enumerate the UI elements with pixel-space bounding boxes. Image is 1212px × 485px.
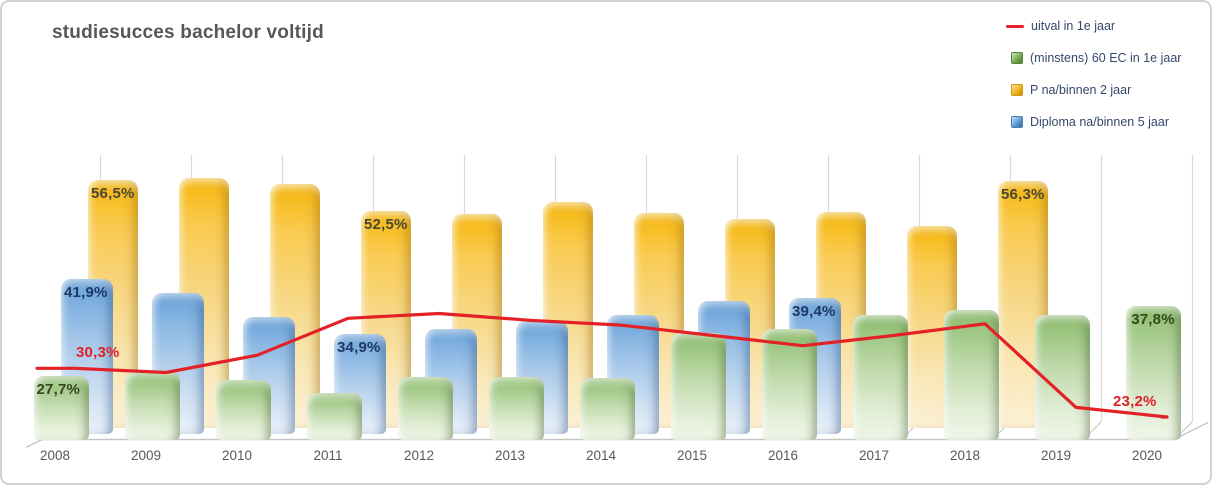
legend-label-60ec: (minstens) 60 EC in 1e jaar	[1030, 51, 1182, 65]
year-label-2018: 2018	[949, 448, 981, 463]
year-label-2020: 2020	[1131, 448, 1163, 463]
yellow-square-icon	[1011, 84, 1023, 96]
year-label-2009: 2009	[130, 448, 162, 463]
data-label-p2-2008: 56,5%	[91, 184, 135, 202]
chart-title: studiesucces bachelor voltijd	[52, 22, 324, 43]
year-label-2014: 2014	[585, 448, 617, 463]
data-label-dip5-2011: 34,9%	[337, 338, 381, 356]
legend-item-dip5: Diploma na/binnen 5 jaar	[1006, 106, 1181, 138]
year-label-2012: 2012	[403, 448, 435, 463]
legend-label-uitval: uitval in 1e jaar	[1031, 19, 1116, 33]
bar-ec60-2011	[306, 392, 362, 440]
bar-ec60-2015	[670, 333, 726, 440]
year-label-2016: 2016	[767, 448, 799, 463]
year-label-2010: 2010	[221, 448, 253, 463]
year-label-2011: 2011	[313, 448, 343, 463]
legend-label-dip5: Diploma na/binnen 5 jaar	[1030, 115, 1169, 129]
bar-ec60-2008	[33, 375, 89, 440]
bar-ec60-2016	[761, 328, 817, 440]
legend-item-p2: P na/binnen 2 jaar	[1006, 74, 1181, 106]
green-square-icon	[1011, 52, 1023, 64]
bar-ec60-2014	[579, 378, 635, 440]
bar-ec60-2020	[1125, 306, 1181, 440]
legend: uitval in 1e jaar (minstens) 60 EC in 1e…	[1006, 10, 1181, 138]
data-label-ec60-2020: 37,8%	[1131, 311, 1175, 329]
bar-ec60-2012	[397, 376, 453, 440]
legend-label-p2: P na/binnen 2 jaar	[1030, 83, 1132, 97]
year-label-2008: 2008	[39, 448, 71, 463]
data-label-uitval-2020: 23,2%	[1113, 393, 1157, 411]
year-label-2015: 2015	[676, 448, 708, 463]
dropout-line	[35, 311, 1169, 419]
data-label-dip5-2016: 39,4%	[792, 303, 836, 321]
year-label-2013: 2013	[494, 448, 526, 463]
blue-square-icon	[1011, 116, 1023, 128]
legend-item-uitval: uitval in 1e jaar	[1006, 10, 1181, 42]
data-label-dip5-2008: 41,9%	[64, 283, 108, 301]
data-label-p2-2011: 52,5%	[364, 215, 408, 233]
bar-ec60-2013	[488, 376, 544, 440]
data-label-p2-2018: 56,3%	[1001, 186, 1045, 204]
data-label-uitval-2008: 30,3%	[76, 344, 120, 362]
data-label-ec60-2008: 27,7%	[36, 380, 81, 398]
bar-ec60-2009	[124, 372, 180, 440]
red-line-icon	[1006, 24, 1024, 28]
year-label-2017: 2017	[858, 448, 890, 463]
bar-ec60-2010	[215, 379, 271, 440]
legend-item-60ec: (minstens) 60 EC in 1e jaar	[1006, 42, 1181, 74]
year-label-2019: 2019	[1040, 448, 1072, 463]
bar-ec60-2018	[943, 310, 999, 440]
